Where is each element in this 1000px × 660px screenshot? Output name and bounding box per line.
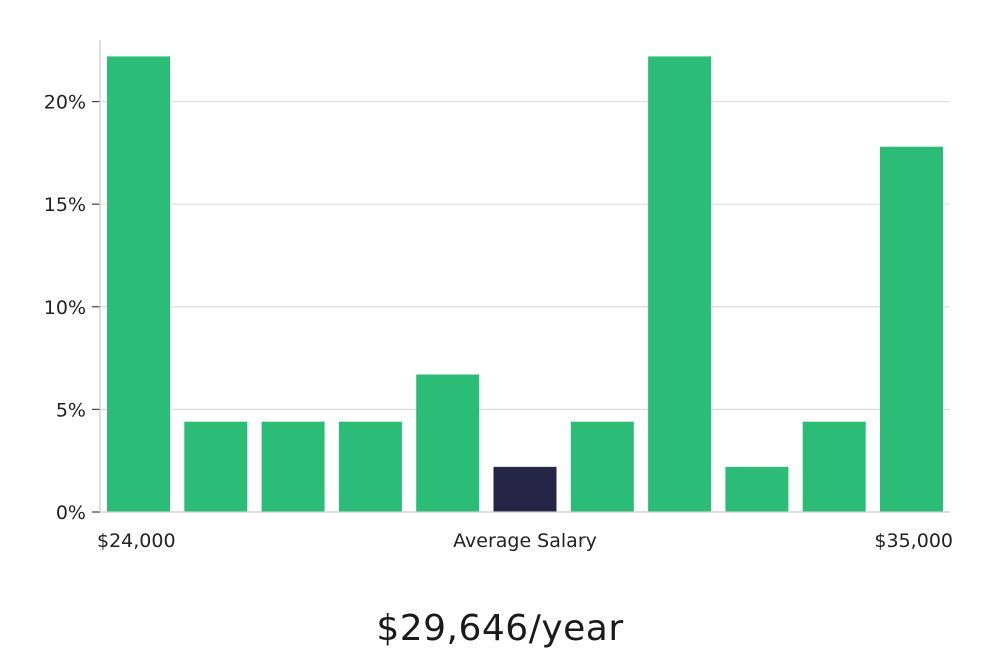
y-tick-label: 0% [56, 502, 86, 524]
bar [416, 374, 480, 512]
bars [107, 56, 943, 513]
bar [725, 466, 789, 512]
y-tick-label: 10% [44, 297, 86, 319]
y-tick-label: 5% [56, 399, 86, 421]
bar [107, 56, 170, 513]
x-axis-title: Average Salary [453, 530, 597, 552]
y-tick-label: 15% [44, 194, 86, 216]
average-salary-value: $29,646/year [376, 608, 624, 649]
bar [880, 146, 943, 512]
x-axis-max-label: $35,000 [874, 530, 953, 552]
bar [184, 421, 248, 512]
bar [802, 421, 866, 512]
bar [648, 56, 712, 513]
y-axis-ticks: 0% 5% 10% 15% 20% [44, 92, 100, 524]
y-tick-label: 20% [44, 92, 86, 114]
bar-highlighted [493, 466, 557, 512]
gridlines [100, 100, 950, 410]
bar [261, 421, 325, 512]
x-axis-min-label: $24,000 [97, 530, 176, 552]
salary-distribution-chart: 0% 5% 10% 15% 20% $24,000 Average Salary $35… [44, 40, 953, 552]
bar [570, 421, 634, 512]
bar [338, 421, 402, 512]
